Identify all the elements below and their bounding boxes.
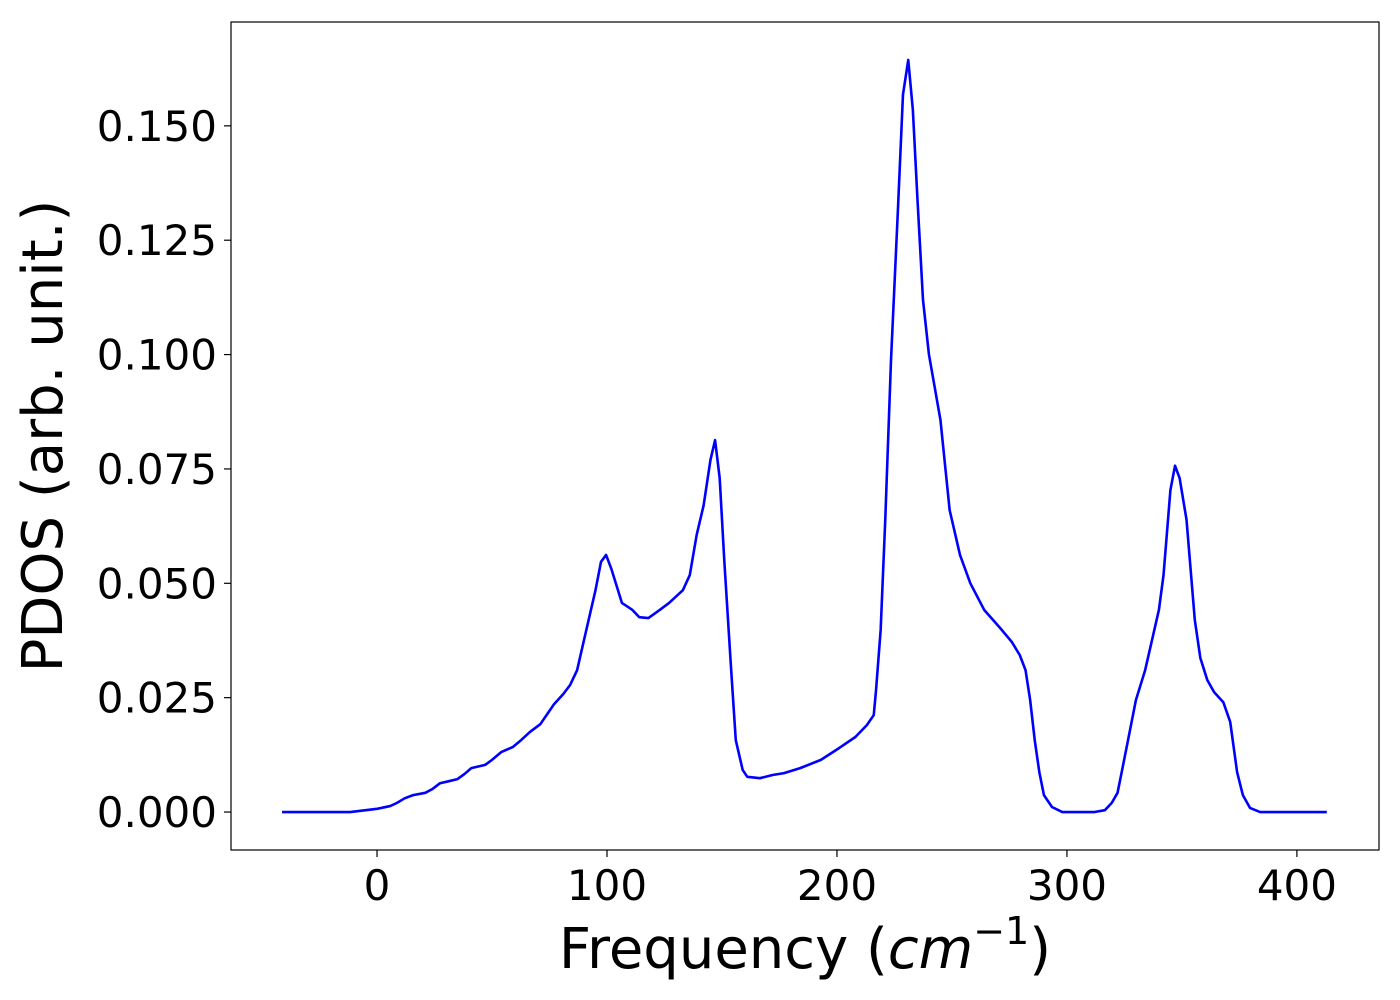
y-tick-label: 0.150: [97, 102, 217, 151]
y-tick-label: 0.025: [97, 674, 217, 723]
x-label-text: Frequency (: [559, 917, 888, 982]
y-tick-label: 0.075: [97, 445, 217, 494]
x-label-unit: cm: [888, 917, 973, 982]
y-axis-label: PDOS (arb. unit.): [11, 200, 76, 673]
y-tick-label: 0.100: [97, 331, 217, 380]
x-label-exponent: −1: [973, 909, 1029, 953]
y-tick-label: 0.125: [97, 216, 217, 265]
x-axis-label: Frequency (cm−1): [559, 909, 1051, 982]
data-line: [282, 58, 1327, 814]
x-tick-label: 0: [364, 861, 391, 910]
plot-frame: [230, 21, 1380, 851]
x-tick-label: 400: [1257, 861, 1337, 910]
y-tick-label: 0.000: [97, 788, 217, 837]
x-tick-label: 200: [797, 861, 877, 910]
x-tick-label: 100: [567, 861, 647, 910]
y-tick-label: 0.050: [97, 559, 217, 608]
x-tick-label: 300: [1027, 861, 1107, 910]
x-label-close: ): [1029, 917, 1051, 982]
